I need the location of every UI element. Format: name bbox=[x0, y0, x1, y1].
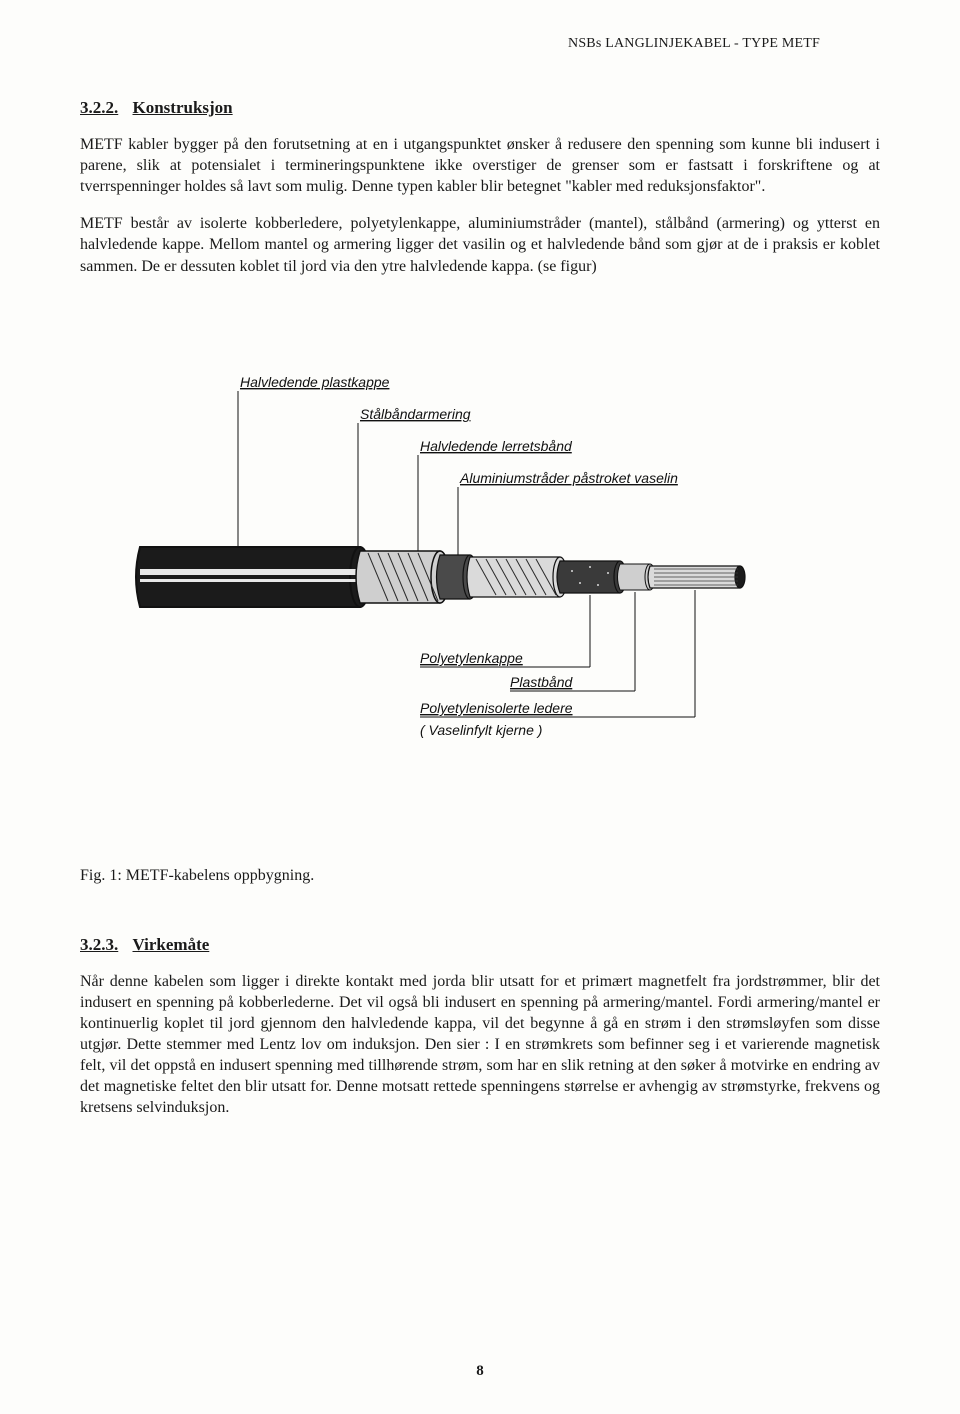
section-title-2: Virkemåte bbox=[133, 935, 210, 954]
fig-label-top-4: Aluminiumstråder påstroket vaselin bbox=[459, 470, 678, 486]
section1-para1: METF kabler bygger på den forutsetning a… bbox=[80, 134, 880, 197]
cable-outer-sheath bbox=[136, 547, 370, 607]
section2-para1: Når denne kabelen som ligger i direkte k… bbox=[80, 971, 880, 1119]
cable-core bbox=[648, 566, 745, 588]
fig-label-bottom-4: ( Vaselinfylt kjerne ) bbox=[420, 722, 542, 738]
cable-diagram: Halvledende plastkappe Stålbåndarmering … bbox=[120, 367, 840, 797]
cable-pe-sheath bbox=[557, 561, 626, 593]
running-head: NSBs LANGLINJEKABEL - TYPE METF bbox=[568, 36, 820, 52]
cable-armour bbox=[356, 551, 449, 603]
section-heading-1: 3.2.2. Konstruksjon bbox=[80, 98, 880, 118]
section1-para2: METF består av isolerte kobberledere, po… bbox=[80, 213, 880, 276]
figure-block: Halvledende plastkappe Stålbåndarmering … bbox=[80, 367, 880, 885]
fig-label-bottom-1: Polyetylenkappe bbox=[420, 650, 523, 666]
fig-label-top-1: Halvledende plastkappe bbox=[240, 374, 390, 390]
page-number: 8 bbox=[0, 1363, 960, 1380]
fig-label-bottom-3: Polyetylenisolerte ledere bbox=[420, 700, 573, 716]
section-number-1: 3.2.2. bbox=[80, 98, 118, 117]
cable-aluminium bbox=[467, 557, 567, 597]
fig-label-top-3: Halvledende lerretsbånd bbox=[420, 438, 573, 454]
fig-label-bottom-2: Plastbånd bbox=[510, 674, 573, 690]
page: NSBs LANGLINJEKABEL - TYPE METF 3.2.2. K… bbox=[0, 0, 960, 1414]
section-heading-2: 3.2.3. Virkemåte bbox=[80, 935, 880, 955]
section-title-1: Konstruksjon bbox=[133, 98, 233, 117]
figure-caption: Fig. 1: METF-kabelens oppbygning. bbox=[80, 867, 880, 885]
fig-label-top-2: Stålbåndarmering bbox=[360, 406, 471, 422]
section-number-2: 3.2.3. bbox=[80, 935, 118, 954]
